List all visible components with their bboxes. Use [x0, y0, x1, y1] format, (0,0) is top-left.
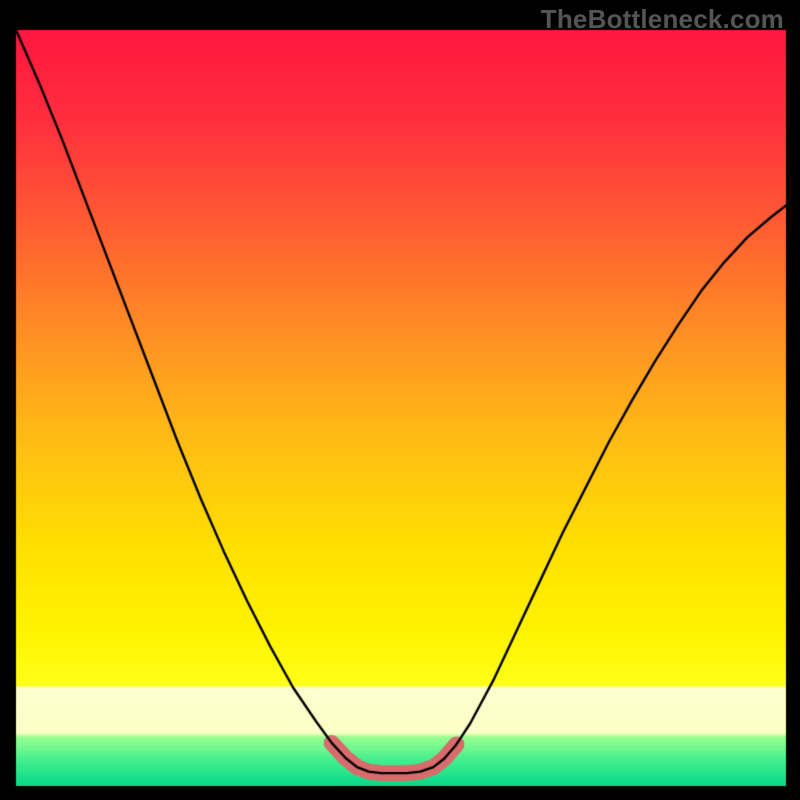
- bottleneck-curve-chart: [0, 0, 800, 800]
- watermark-text: TheBottleneck.com: [541, 4, 784, 35]
- chart-stage: TheBottleneck.com: [0, 0, 800, 800]
